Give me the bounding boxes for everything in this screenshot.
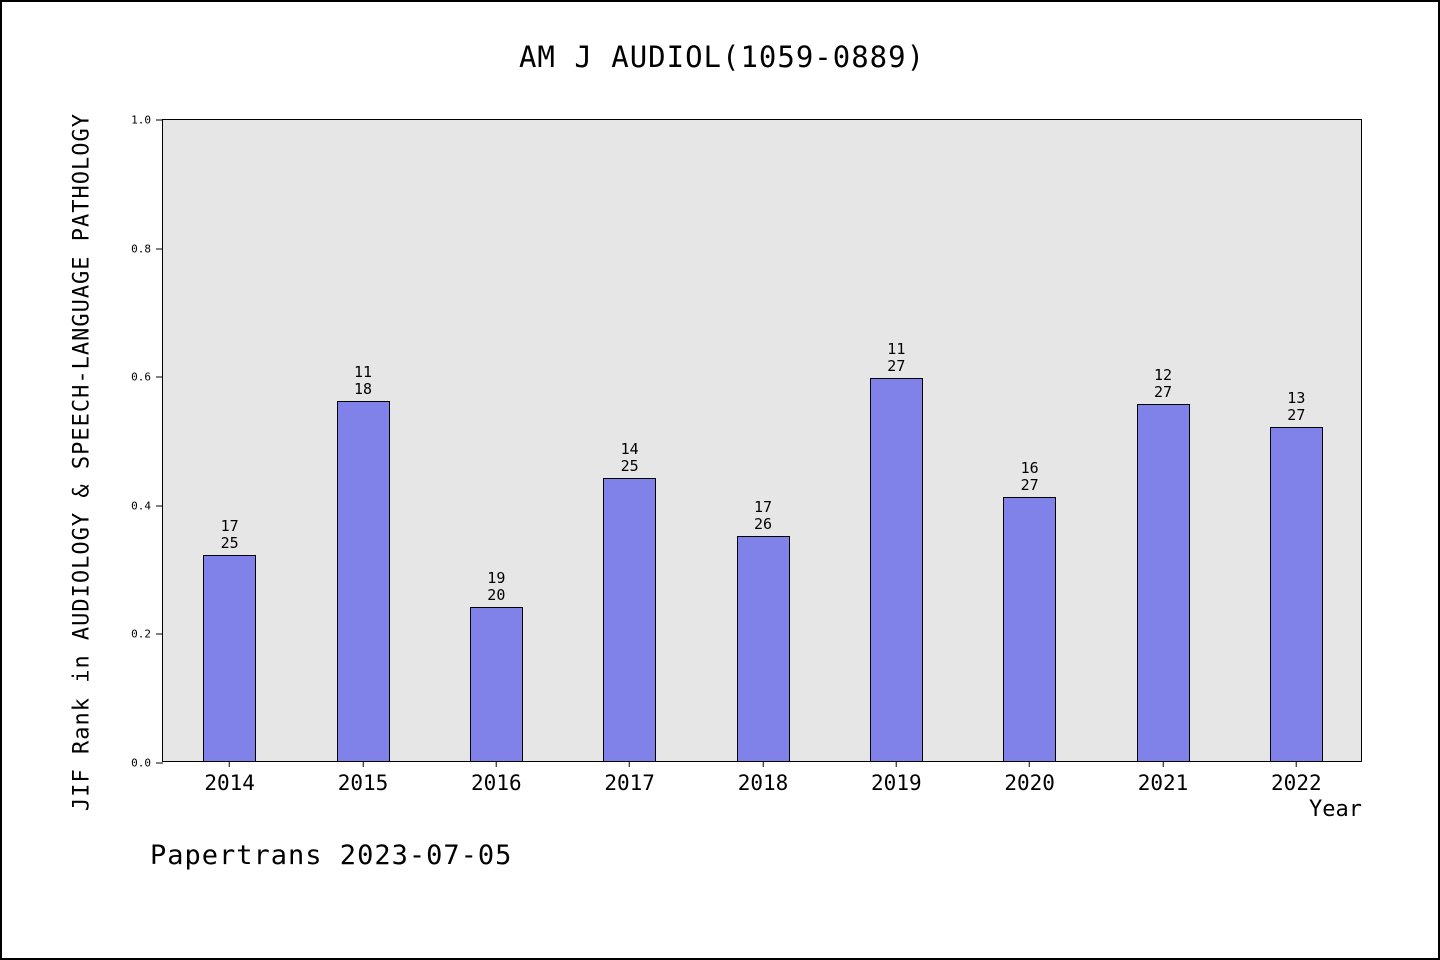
bar-2017 (603, 478, 656, 761)
y-tick-mark (156, 376, 163, 378)
x-tick-label: 2018 (737, 771, 789, 795)
x-axis-tick: 2017 (604, 761, 655, 795)
x-tick-label: 2017 (604, 771, 655, 795)
x-tick-mark (629, 761, 631, 767)
x-tick-label: 2020 (1004, 771, 1055, 795)
y-tick-mark (156, 762, 163, 764)
bar-label-2020: 16 27 (1020, 459, 1039, 494)
x-tick-mark (495, 761, 497, 767)
y-tick-mark (156, 248, 163, 250)
x-tick-mark (1029, 761, 1031, 767)
bar-label-2018: 17 26 (753, 498, 773, 533)
y-axis-label: JIF Rank in AUDIOLOGY & SPEECH-LANGUAGE … (69, 112, 95, 812)
bar-2014 (203, 555, 256, 761)
y-tick-label: 1.0 (131, 113, 151, 127)
x-axis-tick: 2015 (337, 761, 389, 795)
y-tick-label: 0.0 (131, 756, 151, 770)
x-tick-label: 2014 (204, 771, 255, 795)
y-axis-tick: 1.0 (131, 114, 163, 127)
x-tick-label: 2021 (1137, 771, 1189, 795)
x-axis-label: Year (1309, 797, 1362, 822)
x-tick-mark (229, 761, 231, 767)
x-tick-mark (1162, 761, 1164, 767)
bar-2022 (1270, 427, 1323, 761)
y-tick-label: 0.8 (131, 242, 151, 256)
bar-2018 (737, 536, 790, 761)
x-tick-mark (762, 761, 764, 767)
plot-area: 0.0 0.2 0.4 0.6 0.8 1.0 17 25 2014 11 18 2015 19 2… (131, 114, 1362, 795)
y-tick-mark (156, 505, 163, 507)
y-tick-mark (156, 633, 163, 635)
y-tick-label: 0.4 (131, 499, 151, 513)
y-axis-tick: 0.0 (131, 757, 163, 770)
x-axis-tick: 2021 (1137, 761, 1189, 795)
bar-label-2017: 14 25 (620, 440, 639, 475)
x-axis-tick: 2019 (871, 761, 922, 795)
y-axis-tick: 0.8 (131, 242, 163, 255)
bar-2015 (337, 401, 390, 761)
bar-2016 (470, 607, 523, 761)
bar-label-2021: 12 27 (1153, 366, 1173, 401)
bar-2021 (1137, 404, 1190, 761)
x-axis-tick: 2020 (1004, 761, 1055, 795)
y-tick-mark (156, 119, 163, 121)
x-tick-mark (1295, 761, 1297, 767)
bar-label-2014: 17 25 (220, 517, 239, 552)
y-axis-tick: 0.2 (131, 628, 163, 641)
x-tick-mark (362, 761, 364, 767)
bar-label-2015: 11 18 (353, 363, 373, 398)
x-tick-label: 2022 (1271, 771, 1322, 795)
chart-title: AM J AUDIOL(1059-0889) (518, 40, 926, 74)
bar-2020 (1003, 497, 1056, 761)
x-tick-label: 2019 (871, 771, 922, 795)
x-tick-label: 2015 (337, 771, 389, 795)
x-axis-tick: 2016 (471, 761, 522, 795)
y-tick-label: 0.2 (131, 627, 151, 641)
y-tick-label: 0.6 (131, 370, 151, 384)
y-axis-tick: 0.6 (131, 371, 163, 384)
footer-watermark: Papertrans 2023-07-05 (150, 840, 513, 871)
y-axis-tick: 0.4 (131, 499, 163, 512)
x-axis-tick: 2018 (737, 761, 789, 795)
x-tick-mark (895, 761, 897, 767)
bar-label-2016: 19 20 (487, 569, 506, 604)
x-axis-tick: 2022 (1271, 761, 1322, 795)
x-axis-tick: 2014 (204, 761, 255, 795)
bar-label-2019: 11 27 (887, 340, 906, 375)
bar-2019 (870, 378, 923, 761)
bar-label-2022: 13 27 (1287, 389, 1306, 424)
x-tick-label: 2016 (471, 771, 522, 795)
